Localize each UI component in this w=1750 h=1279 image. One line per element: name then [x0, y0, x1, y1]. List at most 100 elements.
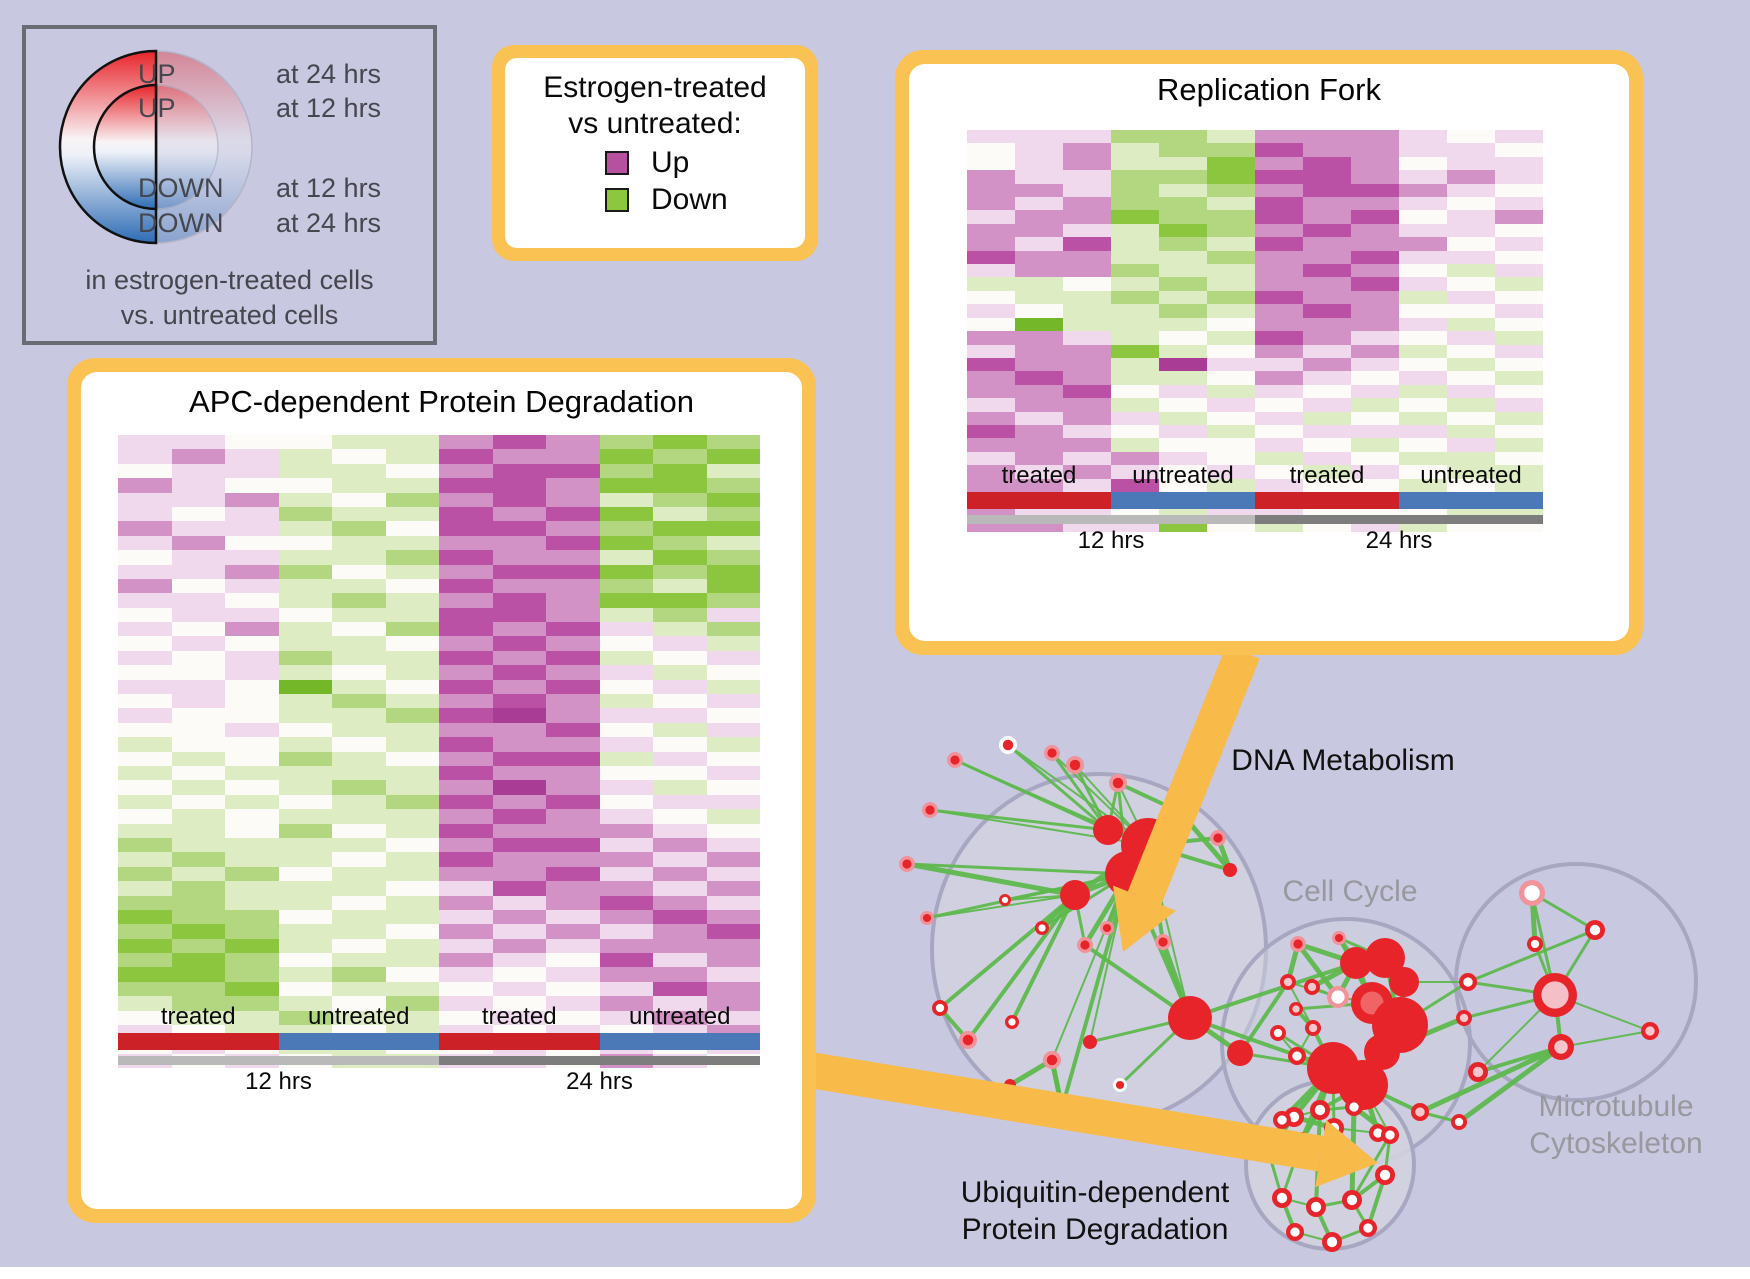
network-edge — [926, 894, 1076, 919]
estrogen-legend-title-line2: vs untreated: — [568, 107, 742, 140]
heatmap-cell — [1447, 156, 1495, 171]
heatmap-row — [118, 996, 760, 1011]
heatmap-cell — [1351, 438, 1399, 452]
heatmap-cell — [1255, 197, 1303, 211]
heatmap-cell — [1015, 143, 1063, 157]
heatmap-cell — [492, 550, 546, 565]
heatmap-cell — [1447, 371, 1495, 385]
heatmap-cell — [967, 290, 1015, 305]
heatmap-cell — [332, 521, 386, 536]
gene-node-core — [1589, 924, 1601, 936]
gene-node-core — [1415, 1107, 1425, 1117]
heatmap-cell — [1447, 438, 1495, 452]
untreated-bar — [1111, 492, 1255, 509]
heatmap-cell — [171, 852, 225, 867]
heatmap-cell — [225, 492, 279, 507]
heatmap-cell — [385, 694, 439, 709]
heatmap-cell — [1015, 331, 1063, 345]
heatmap-cell — [1207, 411, 1255, 425]
heatmap-cell — [653, 996, 707, 1011]
apc-group-labels: treated untreated treated untreated — [118, 1003, 760, 1033]
network-edge — [906, 861, 1076, 898]
heatmap-cell — [225, 622, 279, 637]
heatmap-cell — [1447, 264, 1495, 278]
heatmap-cell — [1351, 277, 1399, 291]
heatmap-cell — [492, 607, 546, 623]
gene-node-solid — [1083, 1035, 1097, 1049]
heatmap-cell — [967, 264, 1015, 278]
heatmap-cell — [706, 981, 760, 997]
heatmap-cell — [332, 435, 386, 450]
heatmap-cell — [706, 564, 760, 579]
heatmap-cell — [1015, 411, 1063, 425]
heatmap-cell — [706, 449, 760, 464]
heatmap-cell — [1159, 183, 1207, 198]
heatmap-cell — [385, 449, 439, 464]
heatmap-cell — [546, 1010, 600, 1026]
heatmap-cell — [1495, 357, 1543, 372]
heatmap-cell — [1255, 478, 1303, 492]
apc-group-bars — [118, 1033, 760, 1050]
heatmap-cell — [171, 809, 225, 824]
gene-node-core — [1292, 1005, 1300, 1013]
heatmap-cell — [706, 622, 760, 637]
heatmap-cell — [492, 852, 546, 867]
heatmap-cell — [385, 1010, 439, 1026]
heatmap-cell — [278, 938, 332, 954]
gene-node-solid — [1093, 815, 1123, 845]
heatmap-cell — [653, 521, 707, 536]
heatmap-cell — [332, 981, 386, 997]
heatmap-cell — [278, 708, 332, 723]
heatmap-cell — [225, 780, 279, 795]
heatmap-cell — [492, 938, 546, 954]
heatmap-cell — [225, 449, 279, 464]
heatmap-cell — [1399, 465, 1447, 479]
heatmap-cell — [439, 909, 493, 925]
gene-node-core — [1158, 937, 1168, 947]
heatmap-cell — [967, 197, 1015, 211]
heatmap-cell — [1207, 451, 1255, 466]
heatmap-cell — [225, 837, 279, 853]
heatmap-cell — [439, 737, 493, 752]
gene-node-core — [1326, 1236, 1338, 1248]
heatmap-cell — [1399, 237, 1447, 251]
gene-node-core — [922, 913, 932, 923]
heatmap-cell — [1303, 130, 1351, 144]
heatmap-cell — [278, 924, 332, 939]
heatmap-cell — [1063, 130, 1111, 144]
heatmap-cell — [439, 535, 493, 551]
heatmap-cell — [492, 837, 546, 853]
gene-node-core — [1293, 939, 1303, 949]
heatmap-cell — [546, 506, 600, 522]
heatmap-cell — [1207, 344, 1255, 358]
heatmap-cell — [171, 953, 225, 968]
heatmap-row — [967, 156, 1543, 171]
heatmap-cell — [599, 435, 653, 450]
heatmap-cell — [439, 636, 493, 651]
heatmap-cell — [599, 967, 653, 982]
gene-node-core — [1277, 1115, 1287, 1125]
network-edge — [1189, 961, 1357, 1020]
heatmap-cell — [1111, 304, 1159, 318]
heatmap-row — [118, 852, 760, 867]
heatmap-cell — [1447, 183, 1495, 198]
arrow-head-replication-fork-to-dna — [1112, 885, 1177, 952]
heatmap-cell — [278, 679, 332, 695]
heatmap-cell — [1351, 424, 1399, 439]
heatmap-cell — [967, 223, 1015, 238]
network-edge — [1350, 1134, 1392, 1201]
heatmap-cell — [278, 622, 332, 637]
heatmap-cell — [1447, 277, 1495, 291]
heatmap-cell — [492, 765, 546, 781]
gene-node-solid — [1060, 880, 1090, 910]
heatmap-cell — [332, 794, 386, 810]
heatmap-cell — [1015, 170, 1063, 184]
heatmap-cell — [332, 679, 386, 695]
gene-node-solid — [1364, 1034, 1400, 1070]
treated-bar — [967, 492, 1111, 509]
heatmap-cell — [118, 449, 172, 464]
heatmap-cell — [278, 492, 332, 507]
heatmap-cell — [546, 694, 600, 709]
heatmap-cell — [1015, 478, 1063, 492]
